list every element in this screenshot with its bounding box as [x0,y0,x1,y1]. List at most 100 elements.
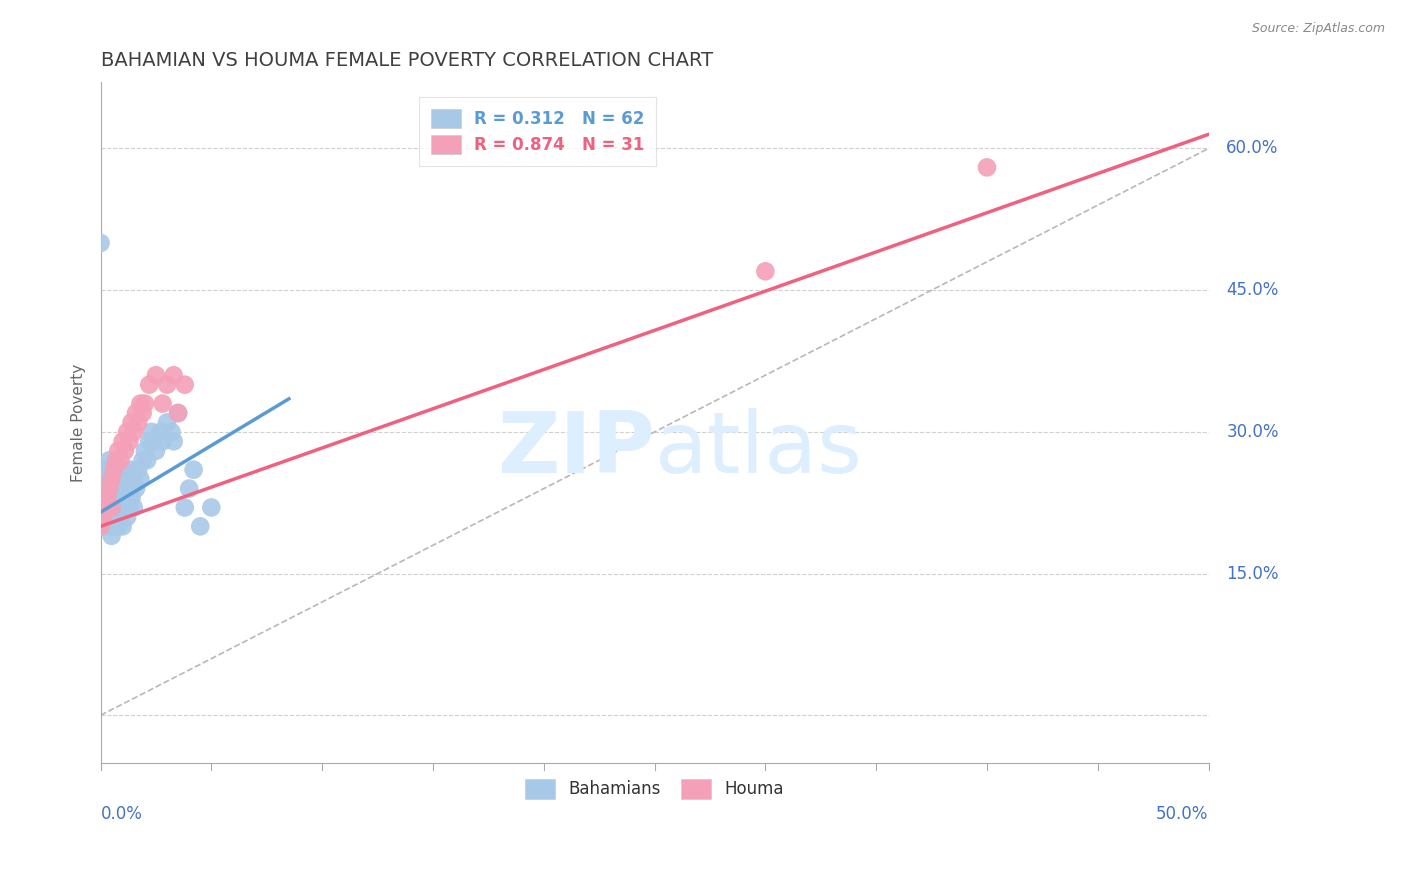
Text: 45.0%: 45.0% [1226,281,1278,299]
Point [118,500,141,515]
Point [114,443,136,458]
Point [96,472,118,486]
Point [103,491,125,505]
Point [156,416,179,430]
Point [121,491,143,505]
Point [94,500,117,515]
Point [138,434,160,449]
Point [115,510,138,524]
Point [110,482,132,496]
Point [127,463,149,477]
Point [122,425,145,439]
Point [125,482,148,496]
Point [98,453,121,467]
Point [103,463,125,477]
Point [91,500,114,515]
Point [179,482,201,496]
Point [98,482,121,496]
Text: ZIP: ZIP [496,409,655,491]
Point [976,161,998,175]
Point [94,482,117,496]
Point [91,472,114,486]
Point [90,235,112,250]
Point [105,510,128,524]
Text: Female Poverty: Female Poverty [70,363,86,482]
Point [111,463,134,477]
Point [127,416,149,430]
Point [100,500,122,515]
Point [129,396,152,410]
Text: 50.0%: 50.0% [1156,805,1209,823]
Point [149,425,172,439]
Point [114,500,136,515]
Point [105,453,128,467]
Point [152,396,174,410]
Point [115,482,138,496]
Point [107,500,129,515]
Point [134,396,156,410]
Point [145,443,167,458]
Point [100,482,122,496]
Point [183,463,205,477]
Point [111,434,134,449]
Point [105,453,128,467]
Text: Source: ZipAtlas.com: Source: ZipAtlas.com [1251,22,1385,36]
Point [111,519,134,533]
Point [110,453,132,467]
Point [129,472,152,486]
Point [94,500,117,515]
Point [103,519,125,533]
Point [122,472,145,486]
Point [118,472,141,486]
Point [91,510,114,524]
Point [100,529,122,543]
Point [90,519,112,533]
Point [96,491,118,505]
Point [156,377,179,392]
Point [141,425,163,439]
Point [96,519,118,533]
Point [121,416,143,430]
Point [142,434,165,449]
Point [167,406,190,420]
Point [200,500,222,515]
Point [131,453,153,467]
Point [100,500,122,515]
Point [96,491,118,505]
Point [173,500,195,515]
Point [121,463,143,477]
Point [122,500,145,515]
Point [167,406,190,420]
Point [163,368,186,383]
Point [100,472,122,486]
Point [98,482,121,496]
Point [188,519,211,533]
Point [107,519,129,533]
Point [138,377,160,392]
Text: BAHAMIAN VS HOUMA FEMALE POVERTY CORRELATION CHART: BAHAMIAN VS HOUMA FEMALE POVERTY CORRELA… [101,51,713,70]
Point [100,463,122,477]
Point [118,434,141,449]
Point [107,472,129,486]
Point [103,463,125,477]
Point [152,434,174,449]
Point [125,406,148,420]
Point [134,443,156,458]
Point [160,425,183,439]
Legend: Bahamians, Houma: Bahamians, Houma [519,772,790,805]
Point [754,264,776,278]
Text: 60.0%: 60.0% [1226,139,1278,158]
Point [114,472,136,486]
Text: 15.0%: 15.0% [1226,565,1279,582]
Text: atlas: atlas [655,409,862,491]
Point [145,368,167,383]
Point [163,434,186,449]
Point [94,463,117,477]
Point [111,491,134,505]
Point [107,443,129,458]
Point [110,510,132,524]
Point [131,406,153,420]
Point [90,519,112,533]
Text: 30.0%: 30.0% [1226,423,1279,441]
Point [115,425,138,439]
